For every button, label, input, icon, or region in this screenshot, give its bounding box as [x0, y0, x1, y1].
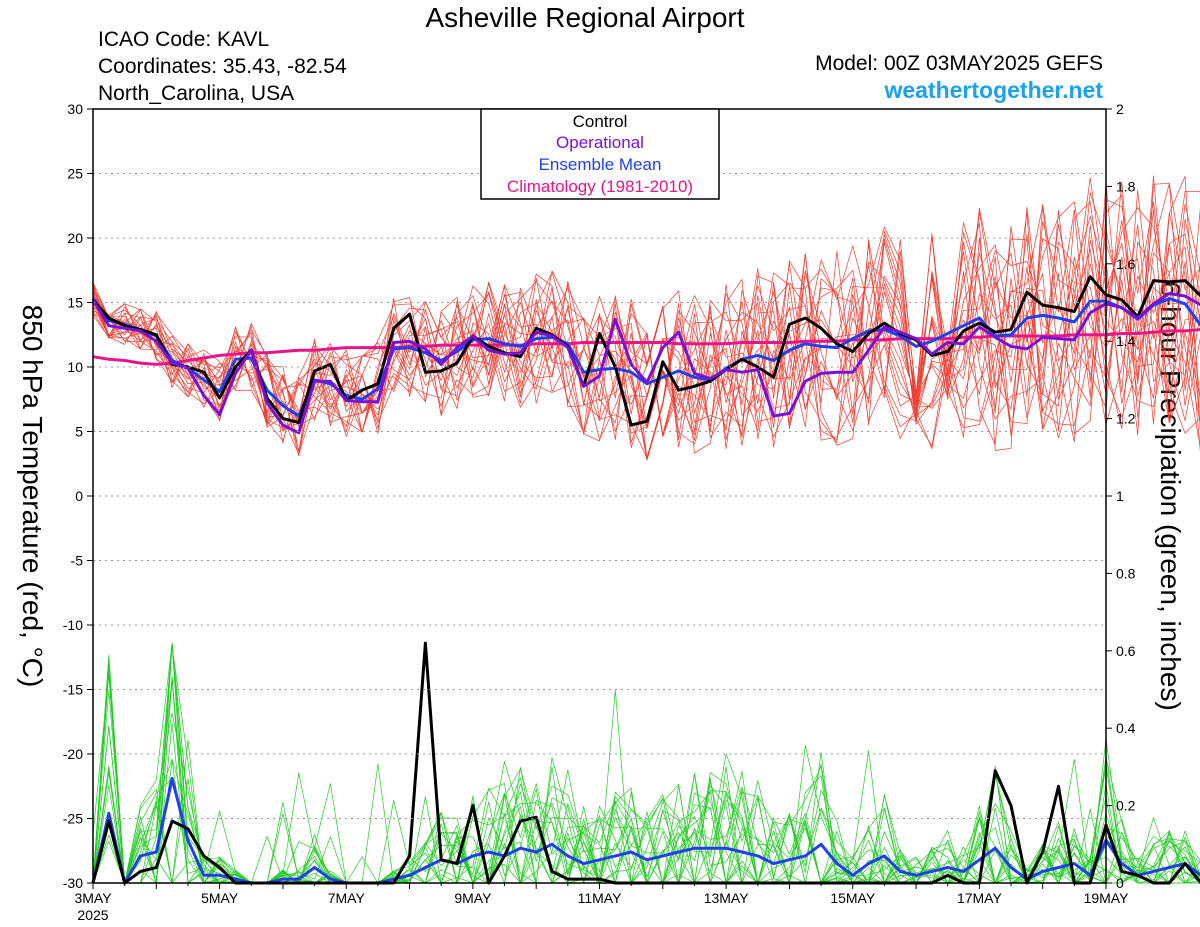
y-tick-label: 0	[75, 488, 83, 504]
temp-ensemble-mean-line	[91, 297, 1200, 418]
x-tick-label: 17MAY	[957, 890, 1003, 906]
x-tick-label: 11MAY	[578, 890, 622, 906]
temp-control-line	[91, 275, 1200, 427]
y2-tick-label: 1.2	[1116, 411, 1136, 427]
region: North_Carolina, USA	[98, 82, 295, 105]
x-tick-label: 9MAY	[454, 890, 492, 906]
precip-member-line	[93, 642, 1200, 884]
x-tick-label: 5MAY	[201, 890, 239, 906]
y2-tick-label: 1.8	[1116, 178, 1136, 194]
legend-control: Control	[573, 112, 628, 131]
y2-tick-label: 0.6	[1116, 643, 1136, 659]
precip-member-line	[92, 679, 1200, 884]
legend: Control Operational Ensemble Mean Climat…	[480, 108, 720, 200]
precip-member-line	[92, 642, 1200, 884]
y2-tick-label: 0.2	[1116, 798, 1136, 814]
y-tick-label: -30	[63, 875, 83, 891]
y-tick-label: 20	[67, 230, 83, 246]
x-tick-label: 15MAY	[830, 890, 876, 906]
y-tick-label: 30	[67, 101, 83, 117]
legend-ensemble-mean: Ensemble Mean	[539, 155, 662, 174]
temp-member-line	[92, 209, 1200, 445]
model-run: Model: 00Z 03MAY2025 GEFS	[815, 52, 1103, 75]
y-tick-label: -5	[71, 553, 84, 569]
precip-member-line	[92, 676, 1200, 884]
temp-member-line	[92, 190, 1200, 461]
temp-member-line	[92, 175, 1200, 448]
coordinates: Coordinates: 35.43, -82.54	[98, 55, 347, 78]
y2-tick-label: 1	[1116, 488, 1124, 504]
precip-member-line	[93, 689, 1200, 884]
precip-member-line	[93, 775, 1200, 884]
y-tick-label: 15	[67, 295, 83, 311]
temp-member-line	[92, 177, 1200, 446]
precip-member-line	[92, 712, 1200, 884]
y2-tick-label: 0	[1116, 875, 1124, 891]
temp-operational-line	[91, 292, 1200, 435]
y2-tick-label: 0.8	[1116, 565, 1136, 581]
site-link[interactable]: weathertogether.net	[884, 77, 1103, 103]
x-tick-label: 7MAY	[328, 890, 366, 906]
temp-member-line	[92, 207, 1200, 450]
legend-climatology: Climatology (1981-2010)	[507, 177, 693, 196]
temp-member-line	[92, 175, 1200, 448]
ensemble-members	[92, 175, 1200, 884]
temp-member-line	[92, 207, 1200, 441]
y2-tick-label: 0.4	[1116, 720, 1136, 736]
legend-box	[480, 108, 720, 200]
y2-tick-label: 1.4	[1116, 333, 1136, 349]
y-tick-label: 25	[67, 166, 83, 182]
axes: 302520151050-5-10-15-20-25-3021.81.61.41…	[63, 101, 1136, 923]
y-tick-label: -15	[63, 682, 83, 698]
x-tick-label: 13MAY	[704, 890, 750, 906]
precip-member-line	[92, 642, 1200, 884]
icao-code: ICAO Code: KAVL	[98, 28, 270, 51]
y-tick-label: -10	[63, 617, 83, 633]
x-tick-label: 19MAY	[1084, 890, 1130, 906]
precip-member-line	[92, 645, 1200, 884]
y-tick-label: -20	[63, 746, 83, 762]
y-tick-label: 10	[67, 359, 83, 375]
temp-member-line	[92, 207, 1200, 447]
page-title: Asheville Regional Airport	[425, 2, 745, 33]
y2-tick-label: 1.6	[1116, 256, 1136, 272]
precip-member-line	[92, 642, 1200, 884]
precip-control-line	[91, 641, 1200, 885]
x-year-label: 2025	[77, 907, 108, 923]
x-tick-label: 3MAY	[74, 890, 112, 906]
y-tick-label: -25	[63, 811, 83, 827]
temp-member-line	[92, 183, 1200, 452]
main-series	[91, 275, 1200, 885]
temp-member-line	[92, 182, 1200, 457]
precip-ensemble-mean-line	[91, 777, 1200, 885]
precip-member-line	[92, 670, 1200, 884]
precip-member-line	[92, 642, 1200, 884]
y-tick-label: 5	[75, 424, 83, 440]
temp-member-line	[92, 199, 1200, 448]
precip-member-line	[92, 676, 1200, 884]
y2-tick-label: 2	[1116, 101, 1124, 117]
legend-operational: Operational	[556, 133, 644, 152]
